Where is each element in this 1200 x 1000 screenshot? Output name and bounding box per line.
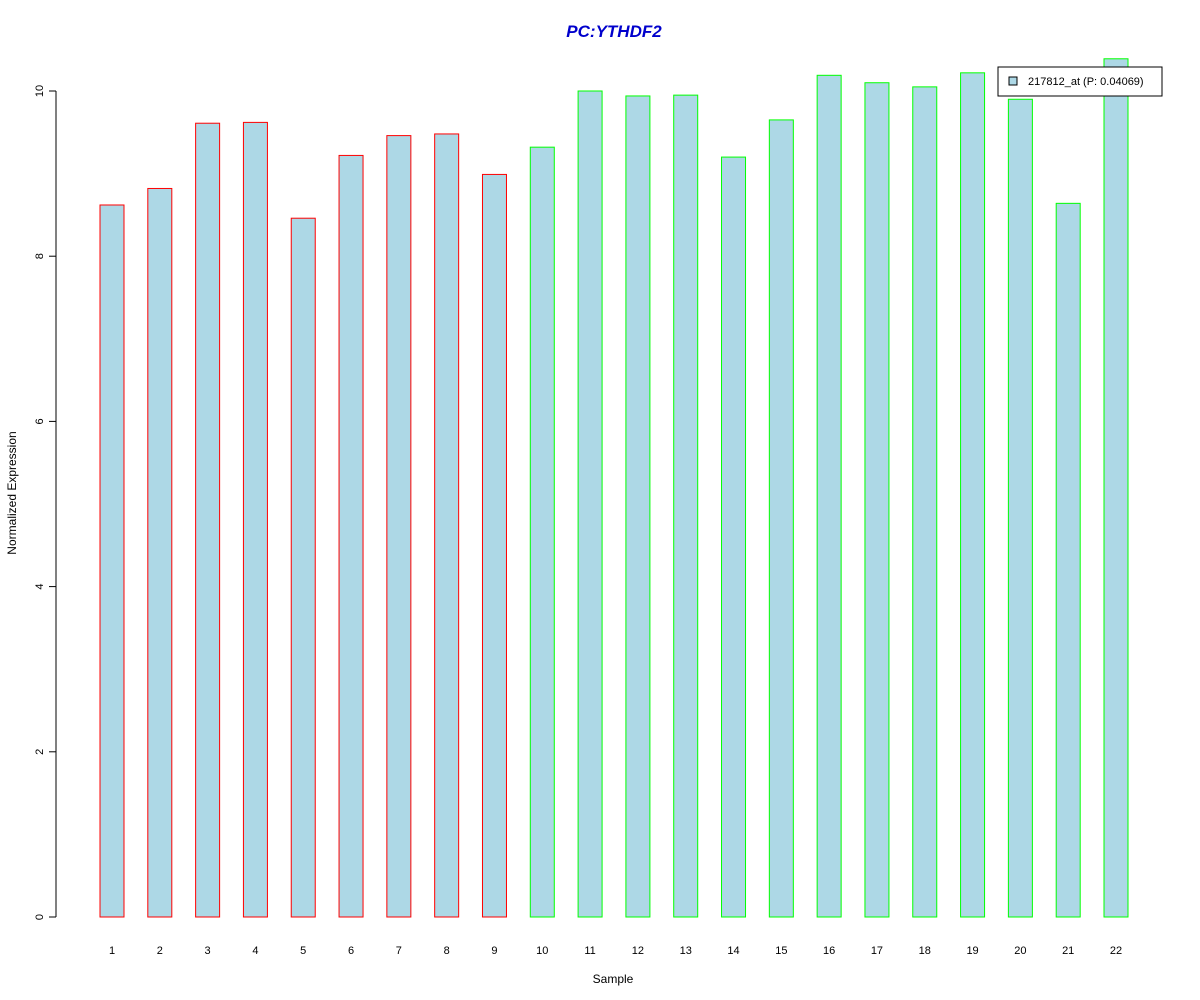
bar-sample-10 [529,146,555,918]
legend: 217812_at (P: 0.04069) [997,66,1163,97]
y-tick-label: 10 [34,85,46,97]
x-tick-label: 8 [444,945,450,957]
x-tick-label: 17 [871,945,883,957]
bar-sample-20 [1007,98,1033,918]
bar-sample-15 [768,119,794,918]
legend-box [997,66,1163,97]
x-tick-label: 3 [205,945,211,957]
x-tick-label: 10 [536,945,548,957]
x-tick-label: 7 [396,945,402,957]
bar-sample-16 [816,74,842,918]
bar-sample-17 [864,82,890,918]
x-tick-label: 18 [919,945,931,957]
x-tick-label: 12 [632,945,644,957]
x-tick-label: 14 [727,945,739,957]
bars [99,58,1129,918]
x-tick-label: 13 [680,945,692,957]
bar-sample-7 [386,135,412,918]
x-tick-label: 1 [109,945,115,957]
bar-sample-3 [195,122,221,918]
bar-sample-18 [912,86,938,918]
legend-swatch [1008,76,1018,86]
y-tick-label: 4 [34,584,46,590]
bar-sample-2 [147,187,173,918]
bar-sample-6 [338,154,364,918]
x-tick-label: 16 [823,945,835,957]
bar-sample-13 [673,94,699,918]
x-tick-label: 2 [157,945,163,957]
bar-sample-11 [577,90,603,918]
x-tick-labels: 1 2 3 4 5 6 7 8 9 10 11 12 13 14 15 16 17 18 19 20 21 22 [109,945,1122,957]
bar-sample-14 [721,156,747,918]
y-axis-label: Normalized Expression [5,431,19,554]
bar-sample-4 [242,121,268,918]
x-tick-label: 4 [252,945,258,957]
x-tick-label: 19 [966,945,978,957]
y-tick-label: 8 [34,253,46,259]
bar-sample-12 [625,95,651,918]
x-tick-label: 5 [300,945,306,957]
bar-sample-9 [481,173,507,918]
x-tick-label: 11 [584,945,595,957]
x-tick-label: 20 [1014,945,1026,957]
bar-sample-22 [1103,58,1129,918]
x-tick-label: 6 [348,945,354,957]
y-tick-label: 6 [34,418,46,424]
y-axis: 0 2 4 6 8 10 [34,85,57,920]
y-tick-label: 2 [34,749,46,755]
legend-entry: 217812_at (P: 0.04069) [1028,76,1144,88]
y-tick-label: 0 [34,914,46,920]
bar-sample-5 [290,217,316,918]
bar-sample-1 [99,204,125,918]
bar-sample-21 [1055,202,1081,918]
chart-title: PC:YTHDF2 [566,22,662,41]
bar-sample-19 [960,72,986,918]
bar-sample-8 [434,133,460,918]
x-tick-label: 15 [775,945,787,957]
x-tick-label: 9 [491,945,497,957]
x-tick-label: 21 [1062,945,1074,957]
x-axis-label: Sample [593,972,634,986]
x-tick-label: 22 [1110,945,1122,957]
